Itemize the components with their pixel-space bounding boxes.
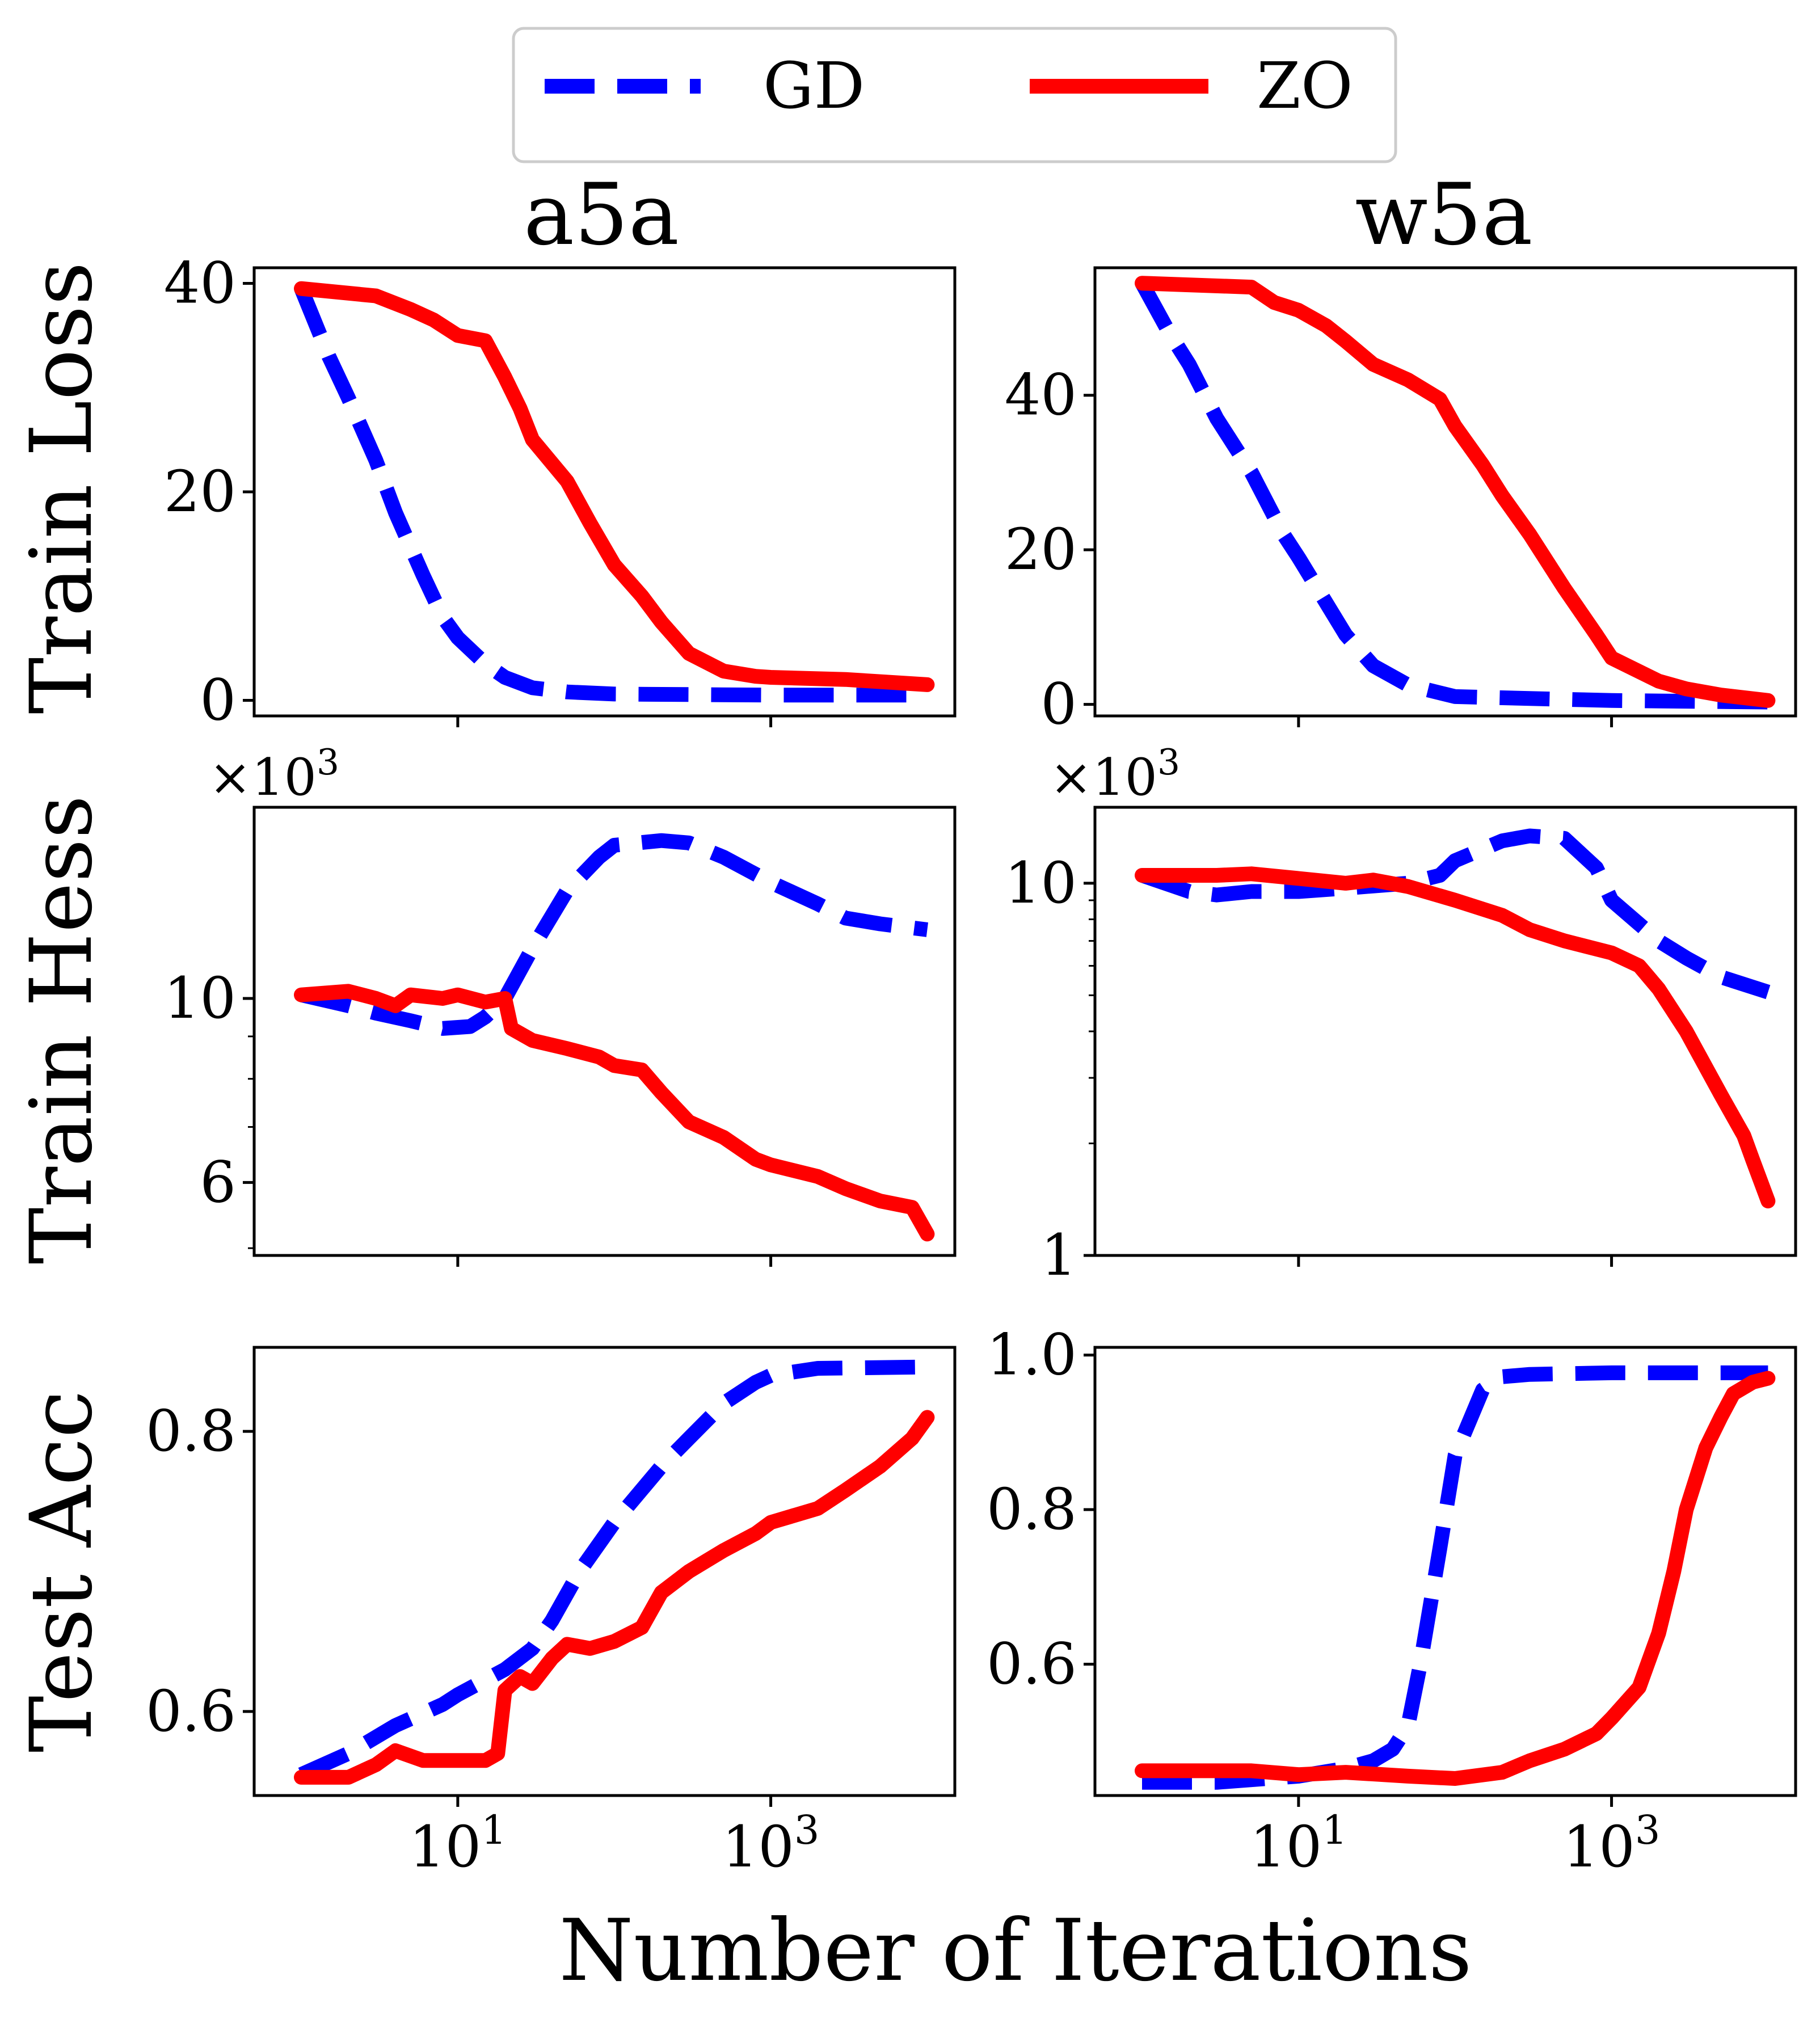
legend-gd-label: GD	[763, 49, 865, 123]
y-tick-label: 20	[1005, 516, 1077, 583]
panel-w5a-train-loss: 0 20 40	[1005, 266, 1797, 737]
x-tick-label: 103	[722, 1807, 820, 1880]
y-tick-label: 10	[1005, 850, 1077, 916]
panel-a5a-train-hess: 6 10 ×103	[164, 741, 957, 1267]
y-tick-label: 0.6	[146, 1678, 236, 1744]
y-offset-label: ×103	[1050, 741, 1180, 807]
series-line-gd	[298, 1359, 928, 1781]
y-tick-label: 40	[1005, 362, 1077, 428]
x-tick-label: 103	[1563, 1807, 1661, 1880]
y-tick-label: 10	[164, 965, 236, 1031]
panel-a5a-test-acc: 101 103 0.6 0.8	[146, 1346, 957, 1880]
series-line-zo	[1135, 866, 1776, 1209]
series-line-zo	[294, 1410, 935, 1785]
y-tick-label: 0	[1040, 671, 1077, 737]
axes-frame	[252, 266, 957, 718]
axes-frame	[252, 806, 957, 1257]
x-tick-label: 101	[1250, 1807, 1347, 1880]
series-line-zo	[294, 281, 935, 692]
series-line-zo	[1135, 1371, 1776, 1786]
y-tick-label: 6	[200, 1149, 236, 1215]
y-tick-label: 0	[200, 667, 236, 733]
axes-frame	[1093, 1346, 1797, 1797]
series-group	[294, 1359, 935, 1785]
series-line-gd	[1135, 279, 1768, 710]
series-line-gd	[1139, 828, 1771, 1000]
x-tick-label: 101	[409, 1807, 507, 1880]
y-tick-label: 40	[164, 250, 236, 317]
x-axis-title: Number of Iterations	[559, 1902, 1472, 2000]
y-offset-label: ×103	[209, 741, 339, 807]
y-tick-label: 0.6	[987, 1630, 1077, 1697]
column-title-a5a: a5a	[524, 166, 679, 264]
y-tick-label: 0.8	[987, 1476, 1077, 1542]
y-tick-label: 1	[1040, 1222, 1077, 1288]
series-group	[1135, 1365, 1776, 1790]
y-tick-label: 20	[164, 458, 236, 525]
panel-w5a-train-hess: 1 10 ×103	[1005, 741, 1797, 1288]
series-line-zo	[294, 984, 935, 1242]
series-line-gd	[300, 833, 929, 1036]
series-line-gd	[294, 285, 928, 703]
row-label-train-hess: Train Hess	[12, 795, 111, 1265]
series-group	[1135, 828, 1776, 1209]
legend-zo-label: ZO	[1257, 49, 1353, 123]
series-group	[294, 281, 935, 703]
axes-frame	[1093, 266, 1797, 718]
axes-frame	[252, 1346, 957, 1797]
series-group	[294, 833, 935, 1242]
panel-a5a-train-loss: 0 20 40	[164, 250, 957, 733]
y-tick-label: 0.8	[146, 1398, 236, 1464]
legend-frame	[512, 27, 1397, 163]
series-line-zo	[1135, 276, 1776, 708]
panel-w5a-test-acc: 101 103 0.6 0.8 1.0	[987, 1322, 1797, 1880]
legend: GD ZO	[512, 27, 1397, 163]
column-title-w5a: w5a	[1355, 166, 1532, 264]
series-group	[1135, 276, 1776, 710]
row-label-test-acc: Test Acc	[12, 1390, 111, 1752]
row-label-train-loss: Train Loss	[12, 262, 111, 714]
y-tick-label: 1.0	[987, 1322, 1077, 1388]
